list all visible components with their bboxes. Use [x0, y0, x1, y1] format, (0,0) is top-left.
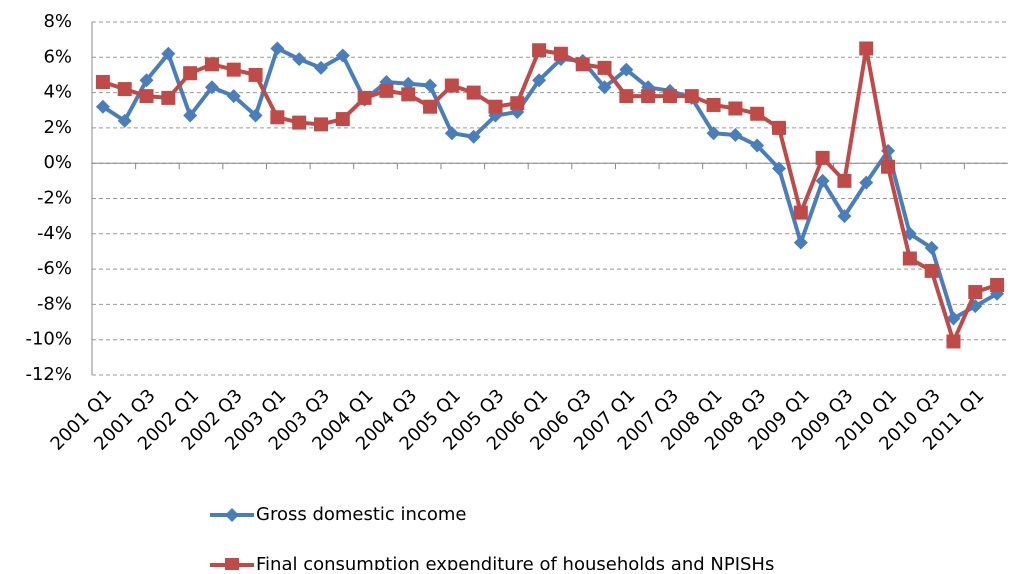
marker — [859, 41, 874, 56]
marker — [466, 129, 481, 144]
y-tick-label: 0% — [43, 152, 72, 173]
y-tick-label: -8% — [37, 293, 72, 314]
marker — [793, 205, 808, 220]
marker — [139, 89, 154, 104]
marker — [423, 99, 438, 114]
legend-marker — [225, 558, 239, 572]
legend-label: Gross domestic income — [256, 504, 466, 525]
marker — [488, 99, 503, 114]
marker — [466, 85, 481, 100]
marker — [532, 73, 547, 88]
marker — [357, 90, 372, 105]
marker — [314, 60, 328, 75]
y-tick-label: 6% — [43, 46, 72, 67]
marker — [924, 240, 939, 255]
marker — [815, 150, 830, 165]
marker — [946, 311, 961, 326]
marker — [270, 41, 285, 56]
marker — [532, 43, 547, 58]
marker — [553, 46, 568, 61]
marker — [837, 209, 852, 224]
y-tick-label: -2% — [37, 188, 72, 209]
marker — [444, 126, 459, 141]
marker — [597, 60, 612, 75]
marker — [728, 101, 743, 116]
marker — [968, 285, 983, 300]
marker — [117, 82, 132, 97]
marker — [641, 89, 656, 104]
marker — [292, 52, 307, 67]
marker — [575, 57, 590, 72]
marker — [881, 159, 896, 174]
marker — [204, 57, 219, 72]
marker — [619, 62, 634, 77]
marker — [95, 99, 110, 114]
marker — [597, 80, 612, 95]
y-tick-label: 2% — [43, 117, 72, 138]
marker — [401, 76, 416, 91]
marker — [990, 277, 1005, 292]
marker — [772, 161, 786, 176]
marker — [706, 126, 721, 141]
marker — [379, 83, 394, 98]
marker — [444, 78, 459, 93]
legend-marker — [225, 508, 239, 522]
marker — [510, 96, 525, 111]
marker — [226, 89, 241, 104]
marker — [161, 46, 176, 61]
marker — [837, 173, 852, 188]
marker — [95, 75, 110, 90]
legend-label: Final consumption expenditure of househo… — [256, 554, 774, 570]
marker — [335, 112, 350, 127]
y-tick-label: -10% — [25, 329, 72, 350]
y-tick-label: -6% — [37, 258, 72, 279]
marker — [946, 334, 961, 349]
marker — [292, 115, 307, 130]
marker — [117, 113, 132, 128]
marker — [314, 117, 328, 132]
y-tick-label: -12% — [25, 364, 72, 385]
y-tick-label: -4% — [37, 223, 72, 244]
marker — [401, 87, 416, 102]
marker — [183, 66, 198, 81]
marker — [204, 80, 219, 95]
y-tick-label: 8% — [43, 11, 72, 32]
marker — [750, 106, 765, 121]
marker — [684, 89, 699, 104]
marker — [161, 90, 176, 105]
marker — [750, 138, 765, 153]
marker — [793, 235, 808, 250]
marker — [335, 48, 350, 63]
marker — [270, 110, 285, 125]
marker — [662, 89, 677, 104]
marker — [423, 78, 438, 93]
marker — [859, 175, 874, 190]
y-tick-label: 4% — [43, 82, 72, 103]
marker — [248, 108, 263, 123]
marker — [226, 62, 241, 77]
marker — [924, 263, 939, 278]
marker — [772, 120, 786, 135]
marker — [815, 173, 830, 188]
marker — [139, 73, 154, 88]
marker — [728, 127, 743, 142]
marker — [706, 97, 721, 112]
marker — [902, 251, 917, 266]
marker — [619, 89, 634, 104]
marker — [183, 108, 198, 123]
marker — [248, 67, 263, 82]
